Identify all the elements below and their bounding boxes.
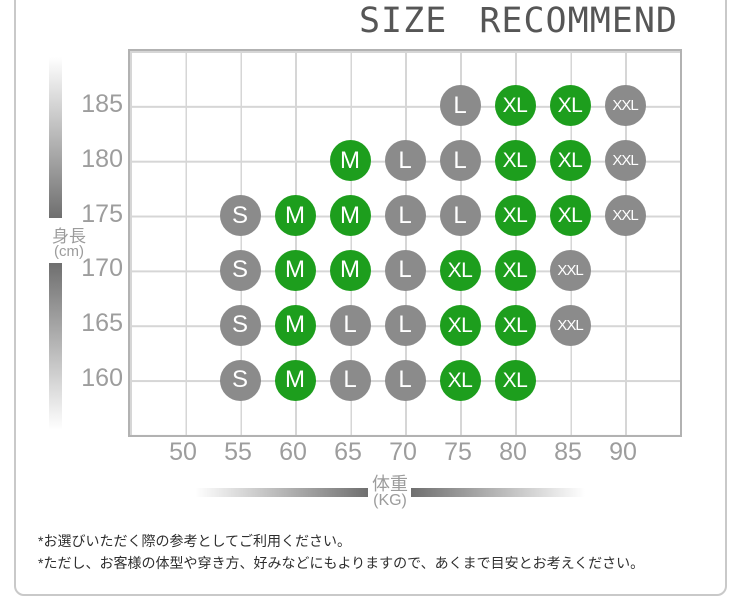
size-dot: XL bbox=[494, 195, 536, 237]
x-tick: 70 bbox=[389, 438, 417, 466]
y-axis-ticks: 185 180 175 170 165 160 bbox=[40, 49, 123, 433]
y-tick: 170 bbox=[81, 254, 123, 283]
size-dot: M bbox=[274, 249, 316, 291]
size-dot: L bbox=[384, 359, 426, 401]
size-dot: S bbox=[219, 359, 261, 401]
x-tick: 75 bbox=[444, 438, 472, 466]
size-dot: M bbox=[329, 140, 371, 182]
y-tick: 185 bbox=[81, 89, 123, 118]
size-dot: L bbox=[384, 249, 426, 291]
size-dot: L bbox=[384, 304, 426, 346]
y-axis-label: 身長 bbox=[52, 227, 86, 246]
x-axis-gradient-bar-left bbox=[195, 488, 368, 497]
size-dot: L bbox=[329, 359, 371, 401]
size-dot: XL bbox=[494, 304, 536, 346]
size-dot: XL bbox=[494, 249, 536, 291]
x-tick: 65 bbox=[334, 438, 362, 466]
size-dot: M bbox=[274, 304, 316, 346]
y-axis-gradient-bar-top bbox=[49, 57, 62, 218]
size-dot: XXL bbox=[549, 249, 591, 291]
size-dot: XL bbox=[549, 140, 591, 182]
size-dot: XXL bbox=[604, 140, 646, 182]
size-dot: L bbox=[329, 304, 371, 346]
size-dot: XL bbox=[494, 85, 536, 127]
page-title: SIZE RECOMMEND bbox=[358, 1, 678, 41]
size-dot: XXL bbox=[549, 304, 591, 346]
footnote-line-2: *ただし、お客様の体型や穿き方、好みなどにもよりますので、あくまで目安とお考えく… bbox=[38, 555, 645, 571]
x-tick: 55 bbox=[224, 438, 252, 466]
size-dot: M bbox=[274, 359, 316, 401]
y-tick: 175 bbox=[81, 199, 123, 228]
size-dot: L bbox=[384, 140, 426, 182]
x-axis-label: 体重 bbox=[372, 474, 408, 494]
y-tick: 160 bbox=[81, 364, 123, 393]
x-tick: 60 bbox=[279, 438, 307, 466]
size-dot: XL bbox=[439, 249, 481, 291]
size-dot: M bbox=[329, 249, 371, 291]
size-dot: L bbox=[439, 195, 481, 237]
size-dot: XXL bbox=[604, 85, 646, 127]
y-axis-unit: (cm) bbox=[54, 243, 84, 260]
x-tick: 80 bbox=[499, 438, 527, 466]
size-dot: S bbox=[219, 195, 261, 237]
chart-plot-area: L XL XL XXL M L L XL XL XXL S M M L L XL XL XXL S M M L XL XL XX… bbox=[128, 49, 682, 437]
size-dot: XL bbox=[549, 195, 591, 237]
size-dot: S bbox=[219, 304, 261, 346]
x-axis-gradient-bar-right bbox=[411, 488, 585, 497]
x-axis-ticks: 50 55 60 65 70 75 80 85 90 bbox=[128, 438, 682, 466]
size-dot: M bbox=[329, 195, 371, 237]
size-dot: S bbox=[219, 249, 261, 291]
size-dot: XL bbox=[439, 359, 481, 401]
size-dot: M bbox=[274, 195, 316, 237]
size-dot: L bbox=[439, 140, 481, 182]
size-dot: XXL bbox=[604, 195, 646, 237]
y-tick: 165 bbox=[81, 309, 123, 338]
size-dot: XL bbox=[549, 85, 591, 127]
footnote-line-1: *お選びいただく際の参考としてご利用ください。 bbox=[38, 533, 352, 549]
size-dot: XL bbox=[494, 359, 536, 401]
size-dot: XL bbox=[494, 140, 536, 182]
x-axis-unit: (KG) bbox=[373, 492, 407, 509]
y-tick: 180 bbox=[81, 144, 123, 173]
footnotes: *お選びいただく際の参考としてご利用ください。 *ただし、お客様の体型や穿き方、… bbox=[38, 530, 644, 574]
x-tick: 85 bbox=[554, 438, 582, 466]
size-dot: XL bbox=[439, 304, 481, 346]
y-axis-gradient-bar-bottom bbox=[49, 263, 62, 430]
size-dot: L bbox=[439, 85, 481, 127]
x-tick: 90 bbox=[609, 438, 637, 466]
x-tick: 50 bbox=[169, 438, 197, 466]
size-dot: L bbox=[384, 195, 426, 237]
